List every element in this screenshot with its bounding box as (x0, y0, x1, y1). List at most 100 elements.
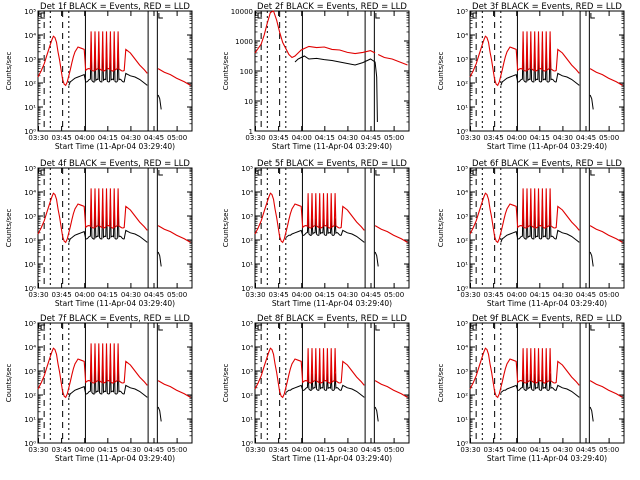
y-tick-label: 10² (24, 237, 36, 245)
lld-series-tail (589, 380, 623, 398)
plot-frame (254, 10, 410, 132)
y-tick-label: 10¹ (24, 104, 36, 112)
x-tick-label: 04:45 (144, 446, 164, 454)
events-series-line (285, 218, 365, 243)
y-axis-label: Counts/sec (437, 209, 445, 248)
x-tick-label: 04:45 (144, 291, 164, 299)
x-axis-label: Start Time (11-Apr-04 03:29:40) (487, 299, 607, 308)
x-tick-label: 03:45 (52, 446, 72, 454)
lld-series-line (37, 188, 148, 244)
y-tick-label: 10⁴ (456, 344, 468, 352)
bracket-marker (257, 169, 263, 176)
lld-series-tail (377, 54, 408, 66)
x-axis-label: Start Time (11-Apr-04 03:29:40) (272, 299, 392, 308)
y-tick-label: 10⁴ (456, 189, 468, 197)
x-tick-label: 04:00 (507, 446, 527, 454)
events-series-line (68, 199, 148, 243)
y-axis-label: Counts/sec (5, 52, 13, 91)
x-tick-label: 04:00 (507, 134, 527, 142)
lld-series-tail (374, 225, 408, 243)
y-tick-label: 10⁰ (24, 440, 36, 448)
y-tick-label: 10 (244, 98, 253, 106)
y-tick-label: 10⁰ (456, 285, 468, 293)
chart-title: Det 2f BLACK = Events, RED = LLD (257, 2, 407, 12)
y-tick-label: 1 (249, 128, 253, 136)
y-tick-label: 10² (24, 80, 36, 88)
bracket-marker (257, 324, 263, 331)
bracket-marker (40, 324, 46, 331)
y-tick-label: 10³ (24, 213, 36, 221)
y-tick-label: 10⁰ (241, 440, 253, 448)
events-series-line (500, 42, 580, 86)
x-tick-label: 04:30 (338, 134, 358, 142)
chart-panel-6: Det 6f BLACK = Events, RED = LLD Counts/s… (437, 159, 625, 308)
y-tick-label: 10000 (231, 8, 253, 16)
bracket-marker (472, 169, 478, 176)
x-tick-label: 04:00 (75, 291, 95, 299)
bracket-marker (590, 325, 595, 331)
y-tick-label: 10¹ (241, 416, 253, 424)
chart-panel-9: Det 9f BLACK = Events, RED = LLD Counts/s… (437, 314, 625, 463)
x-tick-label: 03:30 (460, 446, 480, 454)
y-tick-label: 10² (241, 237, 253, 245)
events-series-tail (157, 94, 162, 110)
chart-title: Det 1f BLACK = Events, RED = LLD (40, 2, 190, 12)
x-tick-label: 04:30 (553, 291, 573, 299)
events-series-line (68, 354, 148, 398)
bracket-marker (158, 170, 163, 176)
x-tick-label: 04:30 (338, 446, 358, 454)
y-tick-label: 10¹ (24, 261, 36, 269)
y-tick-label: 10⁵ (24, 165, 36, 173)
plot-frame (469, 322, 625, 444)
lld-series-line (469, 347, 580, 399)
x-tick-label: 04:45 (576, 291, 596, 299)
y-tick-label: 10⁴ (24, 344, 36, 352)
y-tick-label: 100 (240, 68, 253, 76)
x-tick-label: 03:45 (484, 291, 504, 299)
plot-frame (37, 167, 193, 289)
x-tick-label: 04:30 (338, 291, 358, 299)
x-tick-label: 03:45 (484, 134, 504, 142)
chart-title: Det 4f BLACK = Events, RED = LLD (40, 159, 190, 169)
plot-frame (469, 10, 625, 132)
x-tick-label: 04:30 (121, 134, 141, 142)
x-tick-label: 03:45 (269, 291, 289, 299)
y-tick-label: 10⁰ (24, 285, 36, 293)
events-series-tail (374, 406, 379, 422)
plot-frame (254, 167, 410, 289)
x-axis-label: Start Time (11-Apr-04 03:29:40) (272, 142, 392, 151)
events-series-line (500, 199, 580, 243)
bracket-marker (375, 325, 380, 331)
events-series-line (285, 373, 365, 398)
y-axis-label: Counts/sec (222, 209, 230, 248)
chart-title: Det 8f BLACK = Events, RED = LLD (257, 314, 407, 324)
x-tick-label: 04:00 (292, 446, 312, 454)
y-tick-label: 10³ (456, 56, 468, 64)
y-axis-label: Counts/sec (5, 364, 13, 403)
x-tick-label: 04:45 (576, 134, 596, 142)
x-axis-label: Start Time (11-Apr-04 03:29:40) (55, 299, 175, 308)
bracket-marker (590, 170, 595, 176)
lld-series-line (254, 192, 365, 244)
plot-frame (37, 322, 193, 444)
x-tick-label: 04:45 (576, 446, 596, 454)
events-series-line (68, 42, 148, 86)
x-tick-label: 04:30 (553, 134, 573, 142)
x-tick-label: 04:15 (98, 291, 118, 299)
x-tick-label: 03:45 (52, 134, 72, 142)
plot-frame (254, 322, 410, 444)
bracket-marker (158, 13, 163, 19)
x-axis-label: Start Time (11-Apr-04 03:29:40) (487, 142, 607, 151)
x-tick-label: 03:30 (28, 446, 48, 454)
y-tick-label: 10⁴ (24, 32, 36, 40)
y-tick-label: 10³ (24, 56, 36, 64)
lld-series-line (469, 31, 580, 87)
lld-series-line (37, 343, 148, 399)
y-tick-label: 10³ (456, 368, 468, 376)
x-tick-label: 05:00 (599, 446, 619, 454)
y-tick-label: 10¹ (241, 261, 253, 269)
x-tick-label: 04:00 (292, 134, 312, 142)
chart-panel-3: Det 3f BLACK = Events, RED = LLD Counts/s… (437, 2, 625, 151)
events-series-tail (589, 94, 594, 110)
chart-title: Det 3f BLACK = Events, RED = LLD (472, 2, 622, 12)
